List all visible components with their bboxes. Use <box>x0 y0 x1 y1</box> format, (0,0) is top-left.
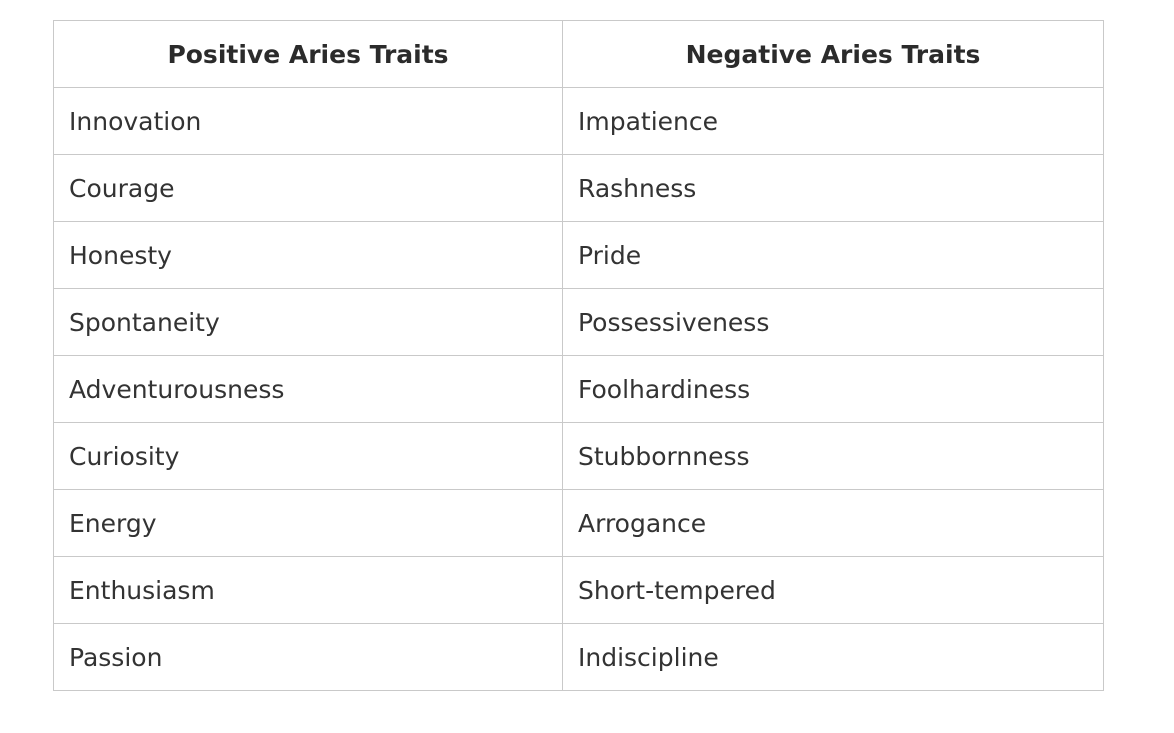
table-row: Adventurousness Foolhardiness <box>53 355 1104 423</box>
traits-table: Positive Aries Traits Negative Aries Tra… <box>53 20 1104 691</box>
negative-trait-cell: Stubbornness <box>562 422 1104 490</box>
table-header: Positive Aries Traits Negative Aries Tra… <box>53 20 1104 88</box>
table-row: Innovation Impatience <box>53 87 1104 155</box>
table-row: Spontaneity Possessiveness <box>53 288 1104 356</box>
table-row: Honesty Pride <box>53 221 1104 289</box>
positive-trait-cell: Enthusiasm <box>53 556 563 624</box>
table-body: Innovation Impatience Courage Rashness H… <box>53 87 1104 691</box>
negative-trait-cell: Foolhardiness <box>562 355 1104 423</box>
table-row: Courage Rashness <box>53 154 1104 222</box>
table-row: Passion Indiscipline <box>53 623 1104 691</box>
positive-trait-cell: Courage <box>53 154 563 222</box>
positive-trait-cell: Energy <box>53 489 563 557</box>
table-row: Curiosity Stubbornness <box>53 422 1104 490</box>
positive-trait-cell: Honesty <box>53 221 563 289</box>
positive-trait-cell: Spontaneity <box>53 288 563 356</box>
negative-trait-cell: Short-tempered <box>562 556 1104 624</box>
table-row: Energy Arrogance <box>53 489 1104 557</box>
negative-trait-cell: Arrogance <box>562 489 1104 557</box>
positive-trait-cell: Passion <box>53 623 563 691</box>
negative-trait-cell: Possessiveness <box>562 288 1104 356</box>
header-negative-traits: Negative Aries Traits <box>562 20 1104 88</box>
header-row: Positive Aries Traits Negative Aries Tra… <box>53 20 1104 88</box>
header-positive-traits: Positive Aries Traits <box>53 20 563 88</box>
positive-trait-cell: Innovation <box>53 87 563 155</box>
negative-trait-cell: Indiscipline <box>562 623 1104 691</box>
negative-trait-cell: Pride <box>562 221 1104 289</box>
table-row: Enthusiasm Short-tempered <box>53 556 1104 624</box>
negative-trait-cell: Impatience <box>562 87 1104 155</box>
negative-trait-cell: Rashness <box>562 154 1104 222</box>
positive-trait-cell: Adventurousness <box>53 355 563 423</box>
positive-trait-cell: Curiosity <box>53 422 563 490</box>
